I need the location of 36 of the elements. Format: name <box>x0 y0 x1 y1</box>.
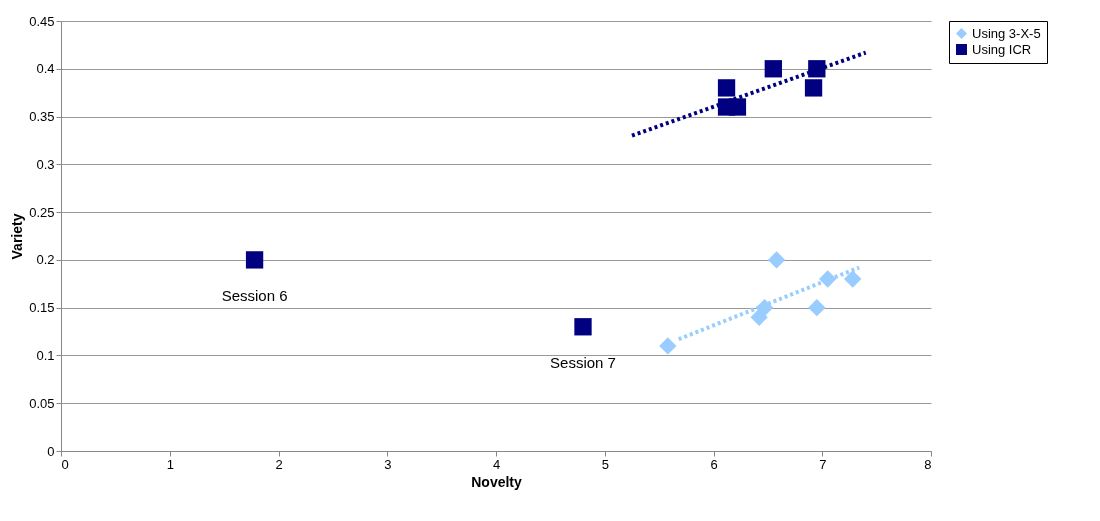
point <box>659 337 677 355</box>
point <box>728 98 747 116</box>
point <box>844 270 862 288</box>
legend-label: Using ICR <box>972 41 1032 57</box>
x-tick-label: 1 <box>166 456 174 472</box>
legend-label: Using 3-X-5 <box>972 25 1041 41</box>
point <box>717 79 736 97</box>
y-tick-label: 0.2 <box>36 252 55 268</box>
x-tick-label: 3 <box>384 456 392 472</box>
point <box>574 318 592 336</box>
point <box>767 251 786 269</box>
x-tick-label: 4 <box>492 456 501 472</box>
point <box>750 308 768 326</box>
x-tick-label: 8 <box>924 456 932 472</box>
y-axis-title: Variety <box>9 213 26 260</box>
x-tick-label: 0 <box>61 456 69 472</box>
y-tick-label: 0.4 <box>36 61 55 77</box>
annotation: Session 6 <box>221 286 288 304</box>
y-tick-label: 0.1 <box>36 347 55 363</box>
point <box>245 251 264 269</box>
x-tick-label: 6 <box>710 456 718 472</box>
point <box>804 79 823 97</box>
y-tick-label: 0.15 <box>29 300 55 316</box>
annotation: Session 7 <box>550 353 616 371</box>
x-axis-title: Novelty <box>471 473 522 490</box>
y-tick-label: 0.35 <box>29 109 55 125</box>
y-tick-label: 0.45 <box>29 13 55 29</box>
x-tick-label: 5 <box>601 456 609 472</box>
y-tick-label: 0.3 <box>36 156 55 172</box>
x-tick-label: 2 <box>275 456 283 472</box>
x-tick-label: 7 <box>819 456 827 472</box>
y-tick-label: 0.25 <box>29 204 55 220</box>
y-tick-label: 0 <box>47 443 55 459</box>
y-tick-label: 0.05 <box>29 395 55 411</box>
point <box>808 299 826 317</box>
point <box>764 60 782 78</box>
